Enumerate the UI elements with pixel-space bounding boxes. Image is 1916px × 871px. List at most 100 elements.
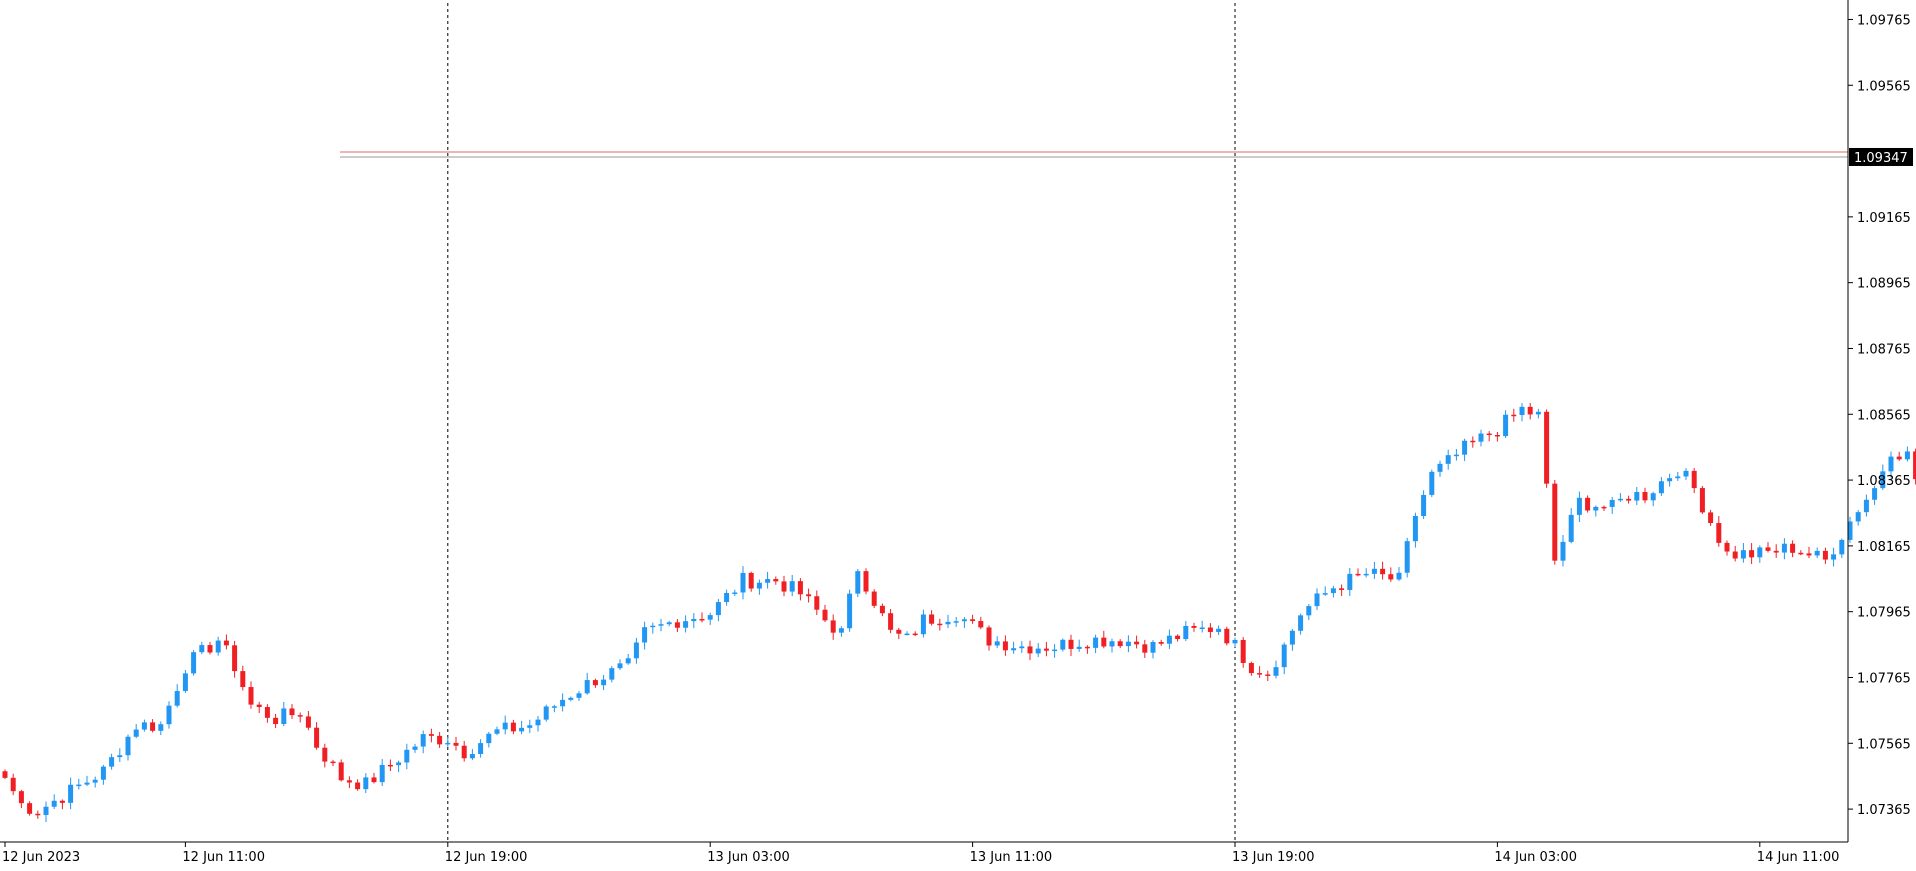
candle-bull <box>995 641 1000 645</box>
candle-bull <box>1446 455 1451 464</box>
time-tick-label: 13 Jun 19:00 <box>1232 850 1315 865</box>
time-tick-label: 13 Jun 11:00 <box>970 850 1053 865</box>
candle-bull <box>683 621 688 628</box>
candle-bear <box>1749 550 1754 557</box>
candle-bear <box>1028 646 1033 653</box>
candle-bull <box>486 734 491 743</box>
candle-bear <box>970 619 975 621</box>
candle-bull <box>1397 573 1402 580</box>
candle-bull <box>667 622 672 624</box>
candle-bull <box>1651 493 1656 500</box>
candle-bull <box>191 652 196 673</box>
candle-bear <box>1101 638 1106 647</box>
price-tick-label: 1.08365 <box>1857 474 1911 489</box>
candle-bull <box>1282 645 1287 668</box>
candle-bull <box>1503 415 1508 436</box>
candle-bear <box>1725 543 1730 552</box>
candle-bear <box>1790 544 1795 553</box>
candle-bull <box>1815 551 1820 556</box>
candle-bull <box>1520 407 1525 415</box>
candle-bull <box>1659 481 1664 493</box>
candle-bull <box>659 624 664 626</box>
candle-bull <box>536 720 541 726</box>
candle-bull <box>1011 648 1016 650</box>
candle-bear <box>1241 640 1246 663</box>
candle-bull <box>1413 516 1418 541</box>
candle-bull <box>585 680 590 693</box>
candle-bull <box>905 634 910 636</box>
candle-bull <box>1372 569 1377 574</box>
candle-bear <box>1224 629 1229 644</box>
candle-bear <box>896 630 901 634</box>
price-tick-label: 1.07965 <box>1857 606 1911 621</box>
chart-frame <box>0 0 1848 842</box>
price-tick-label: 1.09565 <box>1857 79 1911 94</box>
candle-bull <box>142 722 147 729</box>
candle-bull <box>1216 629 1221 632</box>
price-tick-label: 1.07765 <box>1857 671 1911 686</box>
candle-bear <box>700 619 705 621</box>
candle-bull <box>1183 626 1188 639</box>
candle-bull <box>404 750 409 763</box>
candle-bull <box>1019 646 1024 648</box>
candle-bear <box>1208 627 1213 631</box>
candle-bear <box>462 746 467 759</box>
candle-bull <box>158 724 163 731</box>
candle-bear <box>1134 642 1139 645</box>
candle-bull <box>44 807 49 815</box>
candle-bull <box>1782 544 1787 553</box>
candle-bull <box>1298 615 1303 630</box>
candle-bull <box>1839 540 1844 554</box>
candle-bull <box>413 747 418 750</box>
candle-bear <box>437 736 442 745</box>
candle-bull <box>741 573 746 593</box>
candle-bear <box>888 613 893 630</box>
candle-bull <box>1405 541 1410 573</box>
candle-bear <box>3 771 8 778</box>
candle-bull <box>1479 434 1484 442</box>
candle-bear <box>1388 574 1393 579</box>
candle-bear <box>782 581 787 591</box>
candle-bull <box>421 734 426 746</box>
candle-bull <box>101 767 106 780</box>
candle-bear <box>322 748 327 762</box>
candle-bull <box>946 622 951 624</box>
day-separators <box>448 3 1916 842</box>
candle-bull <box>199 645 204 652</box>
candle-bull <box>1577 498 1582 515</box>
time-tick-label: 12 Jun 11:00 <box>182 850 265 865</box>
price-tick-label: 1.09765 <box>1857 13 1911 28</box>
candle-bear <box>978 621 983 627</box>
candle-bear <box>831 620 836 632</box>
time-tick-label: 14 Jun 03:00 <box>1494 850 1577 865</box>
candle-bull <box>732 592 737 594</box>
candle-bull <box>117 755 122 757</box>
candle-bull <box>1864 500 1869 512</box>
candle-bull <box>1462 441 1467 455</box>
candle-bear <box>240 671 245 687</box>
candle-bear <box>1159 642 1164 644</box>
candle-bear <box>1257 673 1262 675</box>
current-price-tag: 1.09347 <box>1849 148 1913 166</box>
price-axis: 1.097651.095651.091651.089651.087651.085… <box>1848 13 1911 818</box>
candle-bull <box>855 571 860 594</box>
candles <box>3 57 1916 821</box>
candle-bear <box>1142 644 1147 652</box>
candle-bear <box>150 722 155 730</box>
candle-bull <box>560 700 565 706</box>
candle-bear <box>1511 415 1516 417</box>
candle-bull <box>1290 631 1295 645</box>
candle-bull <box>1331 588 1336 593</box>
candle-bull <box>134 730 139 737</box>
candle-bull <box>109 757 114 766</box>
time-tick-label: 13 Jun 03:00 <box>707 850 790 865</box>
candle-bull <box>126 737 131 755</box>
candle-bull <box>527 725 532 728</box>
candle-bull <box>1110 641 1115 646</box>
candle-bear <box>35 814 40 816</box>
candle-bear <box>290 708 295 715</box>
candle-bull <box>1610 500 1615 507</box>
candle-bull <box>1315 593 1320 606</box>
candle-bear <box>814 596 819 609</box>
